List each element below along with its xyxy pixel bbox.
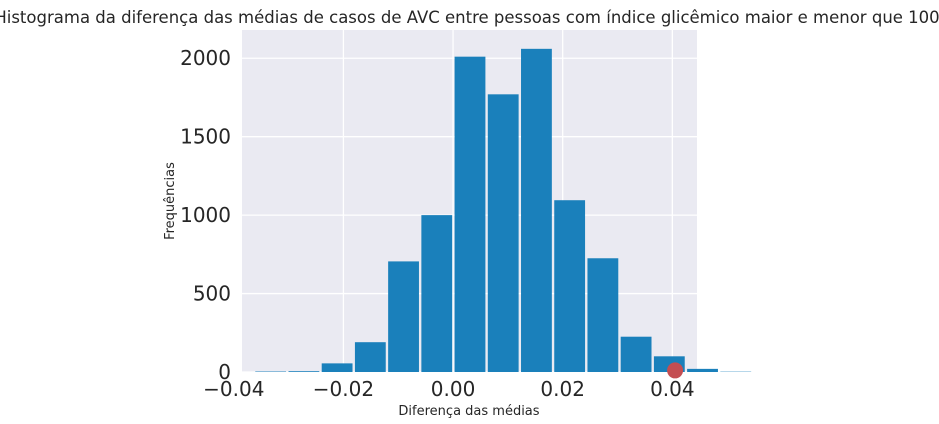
observed-marker-layer [667,362,684,379]
y-tick-label-3: 1500 [180,125,231,149]
chart-title: Histograma da diferença das médias de ca… [0,8,939,27]
histogram-bar-2 [321,363,353,372]
histogram-bar-10 [587,258,619,372]
x-tick-label-1: −0.02 [313,377,374,401]
y-tick-label-1: 500 [193,282,231,306]
histogram-bar-13 [687,368,718,372]
histogram-bar-6 [454,56,486,372]
y-axis-label: Frequências [163,162,178,240]
histogram-bar-9 [554,200,586,372]
observed-difference-marker [667,362,684,379]
x-tick-label-0: −0.04 [203,377,264,401]
histogram-bar-5 [421,215,453,372]
histogram-bar-8 [521,48,552,373]
y-tick-labels: 0 500 1000 1500 2000 [180,46,231,384]
histogram-bar-7 [487,94,519,372]
histogram-bar-3 [354,342,386,372]
x-tick-labels: −0.04 −0.02 0.00 0.02 0.04 [203,377,694,401]
y-tick-label-4: 2000 [180,46,231,70]
histogram-bar-4 [388,261,419,372]
y-tick-label-0: 0 [218,360,231,384]
y-tick-label-2: 1000 [180,203,231,227]
bars [255,48,752,373]
x-tick-label-4: 0.04 [650,377,695,401]
histogram-bar-11 [620,336,652,372]
x-tick-label-3: 0.02 [540,377,585,401]
histogram-bar-1 [288,371,320,372]
x-tick-label-2: 0.00 [431,377,476,401]
x-axis-label: Diferença das médias [398,404,539,419]
